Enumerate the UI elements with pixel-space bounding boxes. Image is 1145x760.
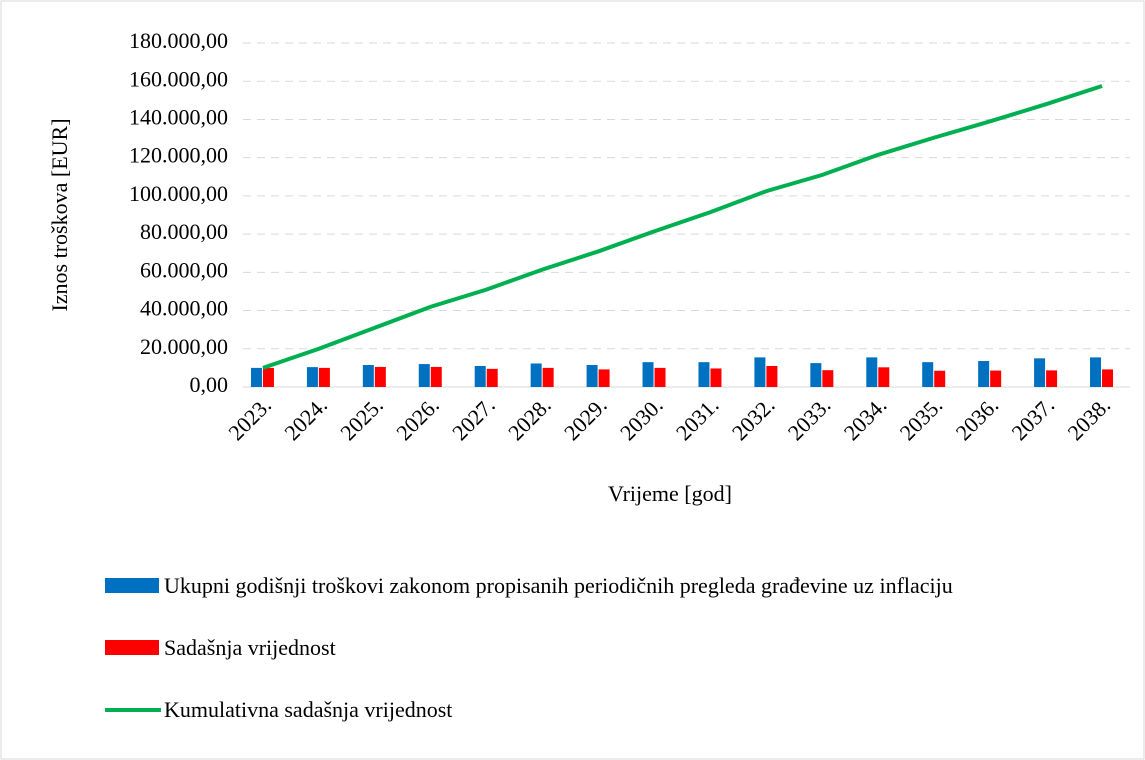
- legend-label: Sadašnja vrijednost: [164, 635, 336, 660]
- bar: [306, 367, 318, 387]
- y-axis-title: Iznos troškova [EUR]: [47, 118, 72, 311]
- bar: [262, 367, 274, 387]
- bar: [934, 370, 946, 387]
- y-tick-label: 40.000,00: [140, 296, 228, 321]
- bar: [250, 367, 262, 387]
- bar: [698, 362, 710, 387]
- bar: [362, 365, 374, 387]
- bar: [978, 361, 990, 387]
- y-tick-label: 120.000,00: [129, 143, 228, 168]
- legend-label: Ukupni godišnji troškovi zakonom propisa…: [164, 573, 953, 598]
- x-axis-title: Vrijeme [god]: [608, 481, 732, 506]
- bar: [990, 370, 1002, 387]
- bar: [430, 366, 442, 387]
- legend-swatch: [105, 708, 161, 712]
- y-tick-label: 100.000,00: [129, 181, 228, 206]
- y-tick-label: 140.000,00: [129, 104, 228, 129]
- bar: [922, 362, 934, 387]
- y-tick-label: 80.000,00: [140, 219, 228, 244]
- bar: [542, 367, 554, 387]
- bar: [766, 365, 778, 387]
- y-tick-label: 0,00: [190, 372, 229, 397]
- legend-label: Kumulativna sadašnja vrijednost: [164, 697, 453, 722]
- bar: [374, 366, 386, 387]
- line: [262, 84, 1103, 370]
- y-tick-label: 160.000,00: [129, 66, 228, 91]
- bar: [530, 363, 542, 387]
- bar: [810, 363, 822, 387]
- y-tick-label: 60.000,00: [140, 257, 228, 282]
- bar: [654, 367, 666, 387]
- bar: [1102, 369, 1114, 387]
- bar: [822, 370, 834, 387]
- legend-swatch: [105, 640, 159, 655]
- bar: [474, 365, 486, 387]
- bar: [878, 367, 890, 387]
- legend-swatch: [105, 578, 159, 593]
- bar: [710, 368, 722, 387]
- bar: [1034, 358, 1046, 387]
- bar: [418, 364, 430, 387]
- bar: [486, 368, 498, 387]
- bar: [642, 362, 654, 387]
- y-tick-label: 20.000,00: [140, 334, 228, 359]
- bar: [1046, 370, 1058, 387]
- y-tick-label: 180.000,00: [129, 28, 228, 53]
- bar: [598, 369, 610, 387]
- bar: [754, 357, 766, 387]
- bar: [318, 367, 330, 387]
- bar: [1090, 357, 1102, 387]
- bar: [866, 357, 878, 387]
- bar: [586, 365, 598, 387]
